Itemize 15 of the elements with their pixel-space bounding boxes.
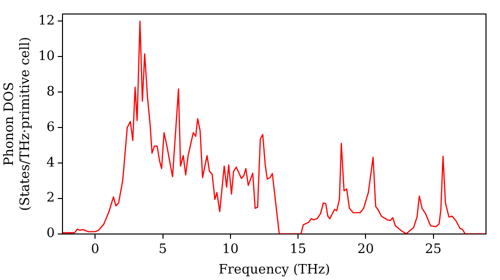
y-tick-label: 10 bbox=[38, 48, 55, 64]
y-tick-label: 0 bbox=[46, 226, 55, 242]
y-axis-title: Phonon DOS (States/THz·primitive cell) bbox=[2, 36, 33, 211]
x-tick-label: 0 bbox=[91, 242, 100, 257]
y-tick-label: 6 bbox=[46, 120, 55, 135]
x-tick-label: 5 bbox=[158, 242, 167, 257]
x-axis-title: Frequency (THz) bbox=[218, 262, 330, 278]
x-tick-label: 20 bbox=[357, 242, 374, 257]
y-tick-label: 4 bbox=[46, 155, 55, 170]
y-tick-label: 2 bbox=[46, 190, 55, 206]
y-tick-label: 12 bbox=[38, 13, 55, 28]
x-tick-label: 10 bbox=[222, 242, 239, 257]
y-tick-label: 8 bbox=[46, 84, 55, 100]
x-tick-label: 25 bbox=[424, 242, 442, 257]
x-tick-label: 15 bbox=[290, 242, 306, 257]
